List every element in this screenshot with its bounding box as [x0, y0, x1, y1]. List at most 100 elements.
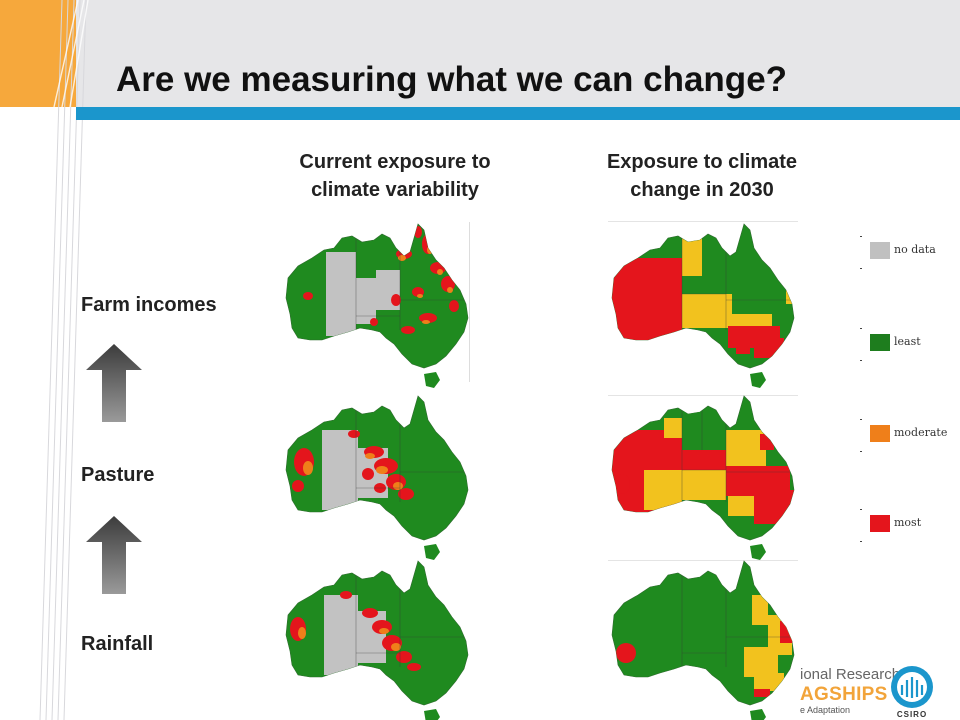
region-moderate	[365, 453, 375, 459]
region-moderate	[786, 288, 794, 304]
legend-swatch-most	[870, 515, 890, 532]
region-moderate	[728, 496, 754, 516]
region-most	[754, 490, 794, 524]
legend-label-no-data: no data	[894, 243, 936, 256]
region-moderate	[298, 627, 306, 639]
legend-tick	[860, 419, 862, 420]
region-no-data	[322, 430, 358, 510]
csiro-logo-label: CSIRO	[896, 710, 928, 719]
column-heading-current-line2: climate variability	[311, 179, 479, 201]
region-moderate	[422, 320, 430, 324]
region-moderate	[744, 647, 778, 677]
region-most	[391, 294, 401, 306]
region-most	[616, 643, 636, 663]
column-heading-future: Exposure to climate change in 2030	[572, 148, 832, 204]
region-moderate	[726, 430, 766, 466]
map-frame-line	[608, 221, 798, 222]
region-most	[370, 318, 378, 326]
row-label-rainfall: Rainfall	[81, 633, 154, 655]
partner-logo-text-line1: ional Research	[800, 666, 901, 683]
region-most	[348, 430, 360, 438]
region-moderate	[447, 287, 453, 293]
slide-title: Are we measuring what we can change?	[116, 60, 788, 99]
region-most	[754, 689, 770, 697]
region-most	[362, 468, 374, 480]
region-most	[401, 326, 415, 334]
region-most	[614, 474, 630, 494]
map-2030-farm-incomes	[611, 223, 795, 388]
map-2030-rainfall	[611, 560, 795, 720]
region-moderate	[379, 628, 389, 634]
region-most	[449, 300, 459, 312]
region-moderate	[398, 255, 406, 261]
tasmania-landmass	[750, 372, 766, 388]
region-most	[780, 621, 794, 643]
region-moderate	[393, 482, 403, 490]
region-no-data	[358, 611, 386, 663]
region-most	[736, 346, 750, 354]
legend-label-moderate: moderate	[894, 426, 948, 439]
row-label-pasture: Pasture	[81, 464, 155, 486]
region-no-data	[356, 278, 376, 324]
tasmania-landmass	[750, 709, 766, 720]
legend-tick	[860, 451, 862, 452]
region-moderate	[437, 269, 443, 275]
region-most	[340, 591, 352, 599]
region-moderate	[417, 294, 423, 298]
region-moderate	[644, 470, 682, 510]
region-most	[398, 488, 414, 500]
tasmania-landmass	[424, 372, 440, 388]
region-most	[682, 450, 726, 470]
region-moderate	[682, 470, 726, 500]
partner-logo-text-line3: e Adaptation	[800, 705, 851, 715]
legend-label-most: most	[894, 516, 922, 529]
region-moderate	[754, 673, 784, 691]
legend-swatch-moderate	[870, 425, 890, 442]
map-frame-line	[608, 560, 798, 561]
map-current-rainfall	[285, 560, 469, 720]
legend-tick	[860, 328, 862, 329]
up-arrow-icon	[86, 344, 142, 422]
region-moderate	[376, 466, 388, 474]
region-most	[414, 226, 422, 238]
legend-tick	[860, 360, 862, 361]
region-most	[760, 434, 774, 450]
region-moderate	[752, 595, 768, 625]
region-moderate	[391, 643, 401, 651]
region-most	[754, 338, 784, 358]
header-blue-rule	[76, 107, 960, 120]
map-frame-line	[608, 395, 798, 396]
row-label-farm-incomes: Farm incomes	[81, 294, 217, 316]
legend-tick	[860, 541, 862, 542]
region-moderate	[303, 461, 313, 475]
tasmania-landmass	[424, 709, 440, 720]
legend-swatch-least	[870, 334, 890, 351]
legend-label-least: least	[894, 335, 921, 348]
csiro-logo-icon	[891, 666, 933, 708]
partner-logo-text-line2: AGSHIPS	[800, 684, 888, 705]
region-most	[303, 292, 313, 300]
region-most	[292, 480, 304, 492]
up-arrow-icon	[86, 516, 142, 594]
map-frame-line	[469, 222, 470, 382]
legend-swatch-no-data	[870, 242, 890, 259]
decorative-lines	[39, 0, 89, 720]
map-current-farm-incomes	[285, 223, 469, 388]
region-least	[682, 408, 702, 450]
tasmania-landmass	[750, 544, 766, 560]
header-band	[0, 0, 960, 107]
region-moderate	[664, 418, 682, 438]
column-heading-current-line1: Current exposure to	[299, 151, 491, 173]
region-no-data	[324, 595, 358, 675]
header-accent-block	[0, 0, 76, 107]
map-current-pasture	[285, 395, 469, 560]
legend-tick	[860, 509, 862, 510]
region-moderate	[682, 294, 732, 328]
legend-tick	[860, 268, 862, 269]
partner-logos: ional Research AGSHIPS e Adaptation CSIR…	[798, 663, 960, 720]
region-no-data	[326, 252, 356, 336]
region-most	[612, 258, 682, 348]
region-most	[362, 608, 378, 618]
map-2030-pasture	[611, 395, 795, 560]
tasmania-landmass	[424, 544, 440, 560]
